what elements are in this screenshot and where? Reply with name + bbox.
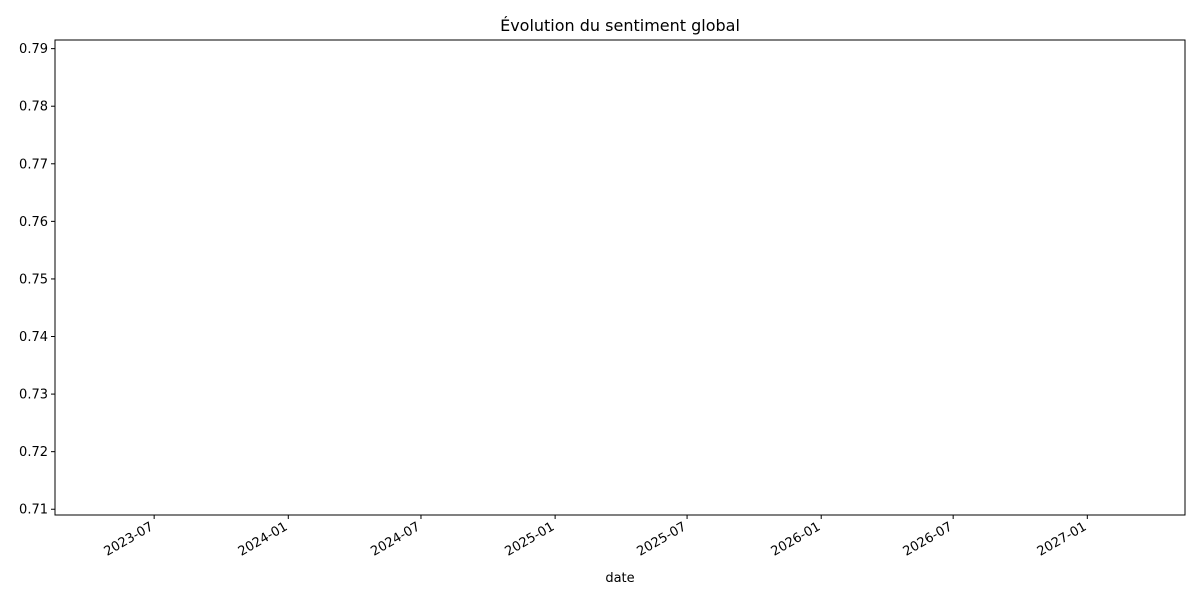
- y-tick-label: 0.74: [19, 330, 48, 345]
- y-tick-label: 0.76: [19, 215, 48, 230]
- y-tick-label: 0.71: [19, 503, 48, 518]
- plot-area: [54, 39, 1186, 516]
- y-tick-label: 0.79: [19, 42, 48, 57]
- y-tick-label: 0.75: [19, 272, 48, 287]
- y-tick-label: 0.73: [19, 388, 48, 403]
- chart-title: Évolution du sentiment global: [500, 16, 740, 35]
- y-tick-label: 0.78: [19, 100, 48, 115]
- x-axis-label: date: [605, 571, 634, 586]
- y-tick-label: 0.72: [19, 445, 48, 460]
- y-tick-label: 0.77: [19, 157, 48, 172]
- y-axis: 0.71 0.72 0.73 0.74 0.75 0.76 0.77 0.78 0.79: [19, 42, 55, 518]
